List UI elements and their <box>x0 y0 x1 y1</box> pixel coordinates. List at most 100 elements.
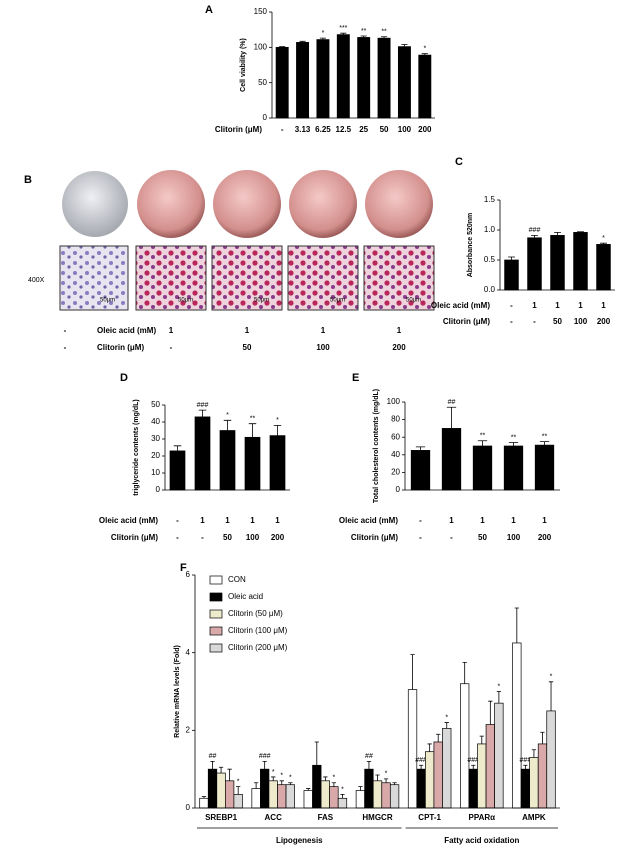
error-bar <box>314 741 319 766</box>
y-tick-label: 40 <box>391 450 400 459</box>
significance-label: * <box>237 778 240 785</box>
significance-label: ### <box>259 753 271 760</box>
row-label: - <box>170 343 173 352</box>
x-tick-label: 25 <box>359 125 368 134</box>
error-bar <box>279 780 284 785</box>
legend-label: Oleic acid <box>228 592 263 601</box>
bar <box>503 445 524 491</box>
error-bar <box>471 764 476 770</box>
x-tick-label: 12.5 <box>336 125 352 134</box>
bar <box>407 689 418 809</box>
row-label: 1 <box>532 301 537 310</box>
legend-label: Clitorin (50 μM) <box>228 609 283 618</box>
significance-label: ** <box>542 433 548 440</box>
bar <box>312 764 322 809</box>
bar <box>468 768 478 809</box>
y-tick-label: 50 <box>258 78 267 87</box>
well-image <box>365 170 433 238</box>
significance-label: ** <box>381 29 387 36</box>
row-name: Clitorin (μM) <box>111 533 158 542</box>
error-bar <box>223 419 232 431</box>
row-label: 50 <box>243 343 252 352</box>
legend-swatch <box>209 626 223 636</box>
bar <box>224 780 235 809</box>
error-bar <box>383 778 389 783</box>
group-label: Fatty acid oxidation <box>444 836 519 845</box>
row-name: Oleic acid (mM) <box>99 516 158 525</box>
y-tick-label: 0 <box>263 113 268 122</box>
bar <box>397 46 411 119</box>
row-label: 1 <box>555 301 560 310</box>
row-label: 1 <box>225 516 230 525</box>
bar <box>268 780 278 809</box>
significance-label: * <box>602 235 605 242</box>
bar <box>442 728 452 809</box>
error-bar <box>446 406 457 429</box>
panel-b: B 400X 50μm 50μm 50μm 50μm 50μm <box>24 170 435 311</box>
bar <box>277 784 287 809</box>
error-bar <box>381 36 388 39</box>
significance-label: * <box>445 714 448 721</box>
bar <box>260 768 270 809</box>
bar <box>389 784 400 809</box>
micrograph <box>135 245 207 311</box>
x-tick-label: FAS <box>318 813 334 822</box>
significance-label: * <box>272 769 275 776</box>
error-bar <box>539 441 550 446</box>
error-bar <box>366 761 372 770</box>
error-bar <box>436 733 441 742</box>
row-label: - <box>419 516 422 525</box>
bar <box>485 724 495 809</box>
bar <box>233 794 243 809</box>
y-tick-label: 60 <box>391 432 400 441</box>
panel-label: E <box>352 372 359 384</box>
micrograph <box>211 245 283 311</box>
x-tick-label: 6.25 <box>315 125 331 134</box>
error-bar <box>462 661 467 684</box>
error-bar <box>358 786 363 791</box>
significance-label: ### <box>529 227 541 234</box>
significance-label: ** <box>480 433 486 440</box>
magnification: 400X <box>28 277 45 284</box>
error-bar <box>548 681 554 711</box>
bar <box>216 772 226 809</box>
row-label: 100 <box>507 533 521 542</box>
y-tick-label: 150 <box>254 7 268 16</box>
row-name: Clitorin (μM) <box>351 533 398 542</box>
error-bar <box>418 764 424 770</box>
bar <box>355 790 366 809</box>
error-bar <box>248 423 257 438</box>
significance-label: ** <box>361 28 367 35</box>
bar <box>504 259 519 291</box>
significance-label: ** <box>511 434 517 441</box>
significance-label: * <box>341 786 344 793</box>
significance-label: * <box>385 771 388 778</box>
significance-label: ## <box>209 753 217 760</box>
bar <box>441 428 462 491</box>
significance-label: ## <box>448 399 456 406</box>
bar <box>546 710 556 809</box>
row-label: 1 <box>200 516 205 525</box>
x-tick-label: 100 <box>398 125 412 134</box>
error-bar <box>479 735 484 744</box>
bar <box>550 235 565 291</box>
legend-label: Clitorin (200 μM) <box>228 643 288 652</box>
row-label: 50 <box>553 317 562 326</box>
bar <box>320 780 330 809</box>
x-tick-label: 3.13 <box>295 125 311 134</box>
error-bar <box>218 766 224 774</box>
significance-label: ### <box>415 757 427 764</box>
bar <box>534 444 555 491</box>
x-tick-label: HMGCR <box>362 813 392 822</box>
legend-swatch <box>209 592 223 602</box>
bar <box>169 450 186 491</box>
panel-label: D <box>120 372 128 384</box>
bar <box>194 416 211 491</box>
row-label: - <box>176 533 179 542</box>
well-image <box>289 170 357 238</box>
error-bar <box>340 794 345 799</box>
y-tick-label: 6 <box>186 570 191 579</box>
row-label: - <box>419 533 422 542</box>
row-name: Clitorin (μM) <box>443 317 490 326</box>
y-tick-label: 50 <box>151 400 160 409</box>
